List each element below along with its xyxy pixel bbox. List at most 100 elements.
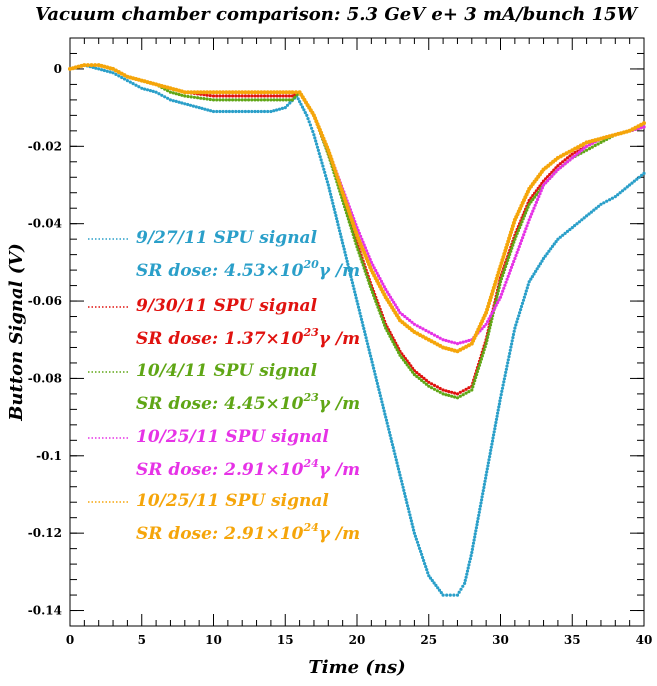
data-point: [568, 227, 572, 232]
data-point: [508, 233, 513, 238]
data-point: [328, 189, 332, 193]
data-point: [166, 89, 170, 93]
data-point: [526, 221, 530, 225]
data-point: [503, 268, 507, 272]
legend-dose: SR dose: 2.91×1024γ /m: [136, 521, 360, 544]
legend-dose: SR dose: 4.45×1023γ /m: [136, 391, 360, 414]
data-point: [550, 244, 555, 248]
data-point: [474, 526, 478, 530]
data-point: [504, 245, 509, 250]
data-point: [122, 77, 127, 81]
data-point: [396, 464, 400, 468]
data-point: [465, 572, 469, 576]
legend-dose-label: SR dose: 1.37×10: [136, 329, 304, 349]
data-point: [409, 368, 413, 372]
data-point: [630, 181, 634, 185]
data-point: [262, 98, 267, 102]
data-point: [489, 445, 493, 449]
data-point: [492, 430, 496, 434]
data-point: [171, 91, 175, 95]
data-point: [455, 392, 460, 396]
data-point: [435, 335, 439, 339]
data-point: [508, 252, 512, 256]
data-point: [405, 501, 409, 505]
data-point: [432, 581, 436, 585]
data-point: [513, 326, 517, 330]
data-point: [587, 143, 592, 147]
data-point: [502, 380, 506, 384]
data-point: [494, 276, 499, 281]
data-point: [329, 195, 333, 199]
data-point: [356, 248, 360, 252]
data-point: [102, 68, 106, 73]
data-point: [412, 528, 416, 532]
data-point: [417, 376, 421, 380]
data-point: [495, 295, 499, 299]
data-point: [311, 129, 315, 134]
data-point: [618, 191, 622, 195]
data-point: [496, 292, 500, 296]
data-point: [308, 123, 312, 127]
data-point: [461, 340, 465, 344]
data-point: [573, 154, 577, 158]
data-point: [504, 280, 508, 284]
data-point: [287, 94, 291, 98]
data-point: [599, 202, 603, 206]
data-point: [378, 394, 382, 398]
y-tick-label: -0.02: [28, 139, 62, 153]
data-point: [476, 366, 481, 370]
data-point: [201, 90, 206, 95]
legend-series-name: 9/30/11 SPU signal: [136, 296, 318, 316]
data-point: [335, 175, 340, 180]
data-point: [259, 94, 263, 98]
data-point: [231, 98, 235, 102]
data-point: [486, 332, 490, 336]
data-point: [349, 275, 353, 279]
data-point: [372, 266, 376, 270]
data-point: [313, 136, 317, 140]
data-point: [398, 311, 402, 315]
data-point: [486, 335, 490, 339]
data-point: [481, 351, 485, 355]
data-point: [353, 239, 357, 243]
data-point: [496, 411, 500, 415]
data-point: [368, 351, 372, 355]
x-tick-label: 5: [138, 633, 146, 647]
data-point: [259, 109, 263, 114]
data-point: [437, 588, 442, 592]
data-point: [266, 98, 270, 102]
data-point: [196, 96, 200, 100]
data-point: [234, 98, 238, 102]
data-point: [383, 412, 387, 416]
data-point: [394, 345, 398, 349]
data-point: [409, 519, 413, 523]
data-point: [613, 195, 617, 199]
data-point: [405, 316, 409, 321]
data-point: [602, 139, 606, 143]
data-point: [508, 268, 512, 272]
data-point: [111, 71, 115, 75]
data-point: [494, 420, 498, 425]
data-point: [547, 249, 551, 253]
data-point: [366, 342, 370, 346]
data-point: [438, 386, 442, 391]
data-point: [464, 391, 468, 395]
data-point: [341, 244, 345, 248]
data-point: [151, 89, 155, 93]
series-layer: [68, 63, 646, 597]
data-point: [333, 210, 337, 215]
data-point: [539, 189, 543, 193]
data-point: [378, 311, 382, 315]
data-point: [272, 94, 276, 98]
data-point: [405, 363, 409, 367]
data-point: [485, 470, 489, 474]
data-point: [507, 271, 511, 275]
data-point: [218, 109, 222, 114]
data-point: [480, 327, 484, 331]
data-point: [388, 295, 393, 299]
legend-dose-exponent: 24: [302, 521, 318, 534]
data-point: [403, 360, 407, 365]
data-point: [512, 259, 516, 264]
data-point: [363, 269, 367, 273]
data-point: [256, 90, 261, 95]
